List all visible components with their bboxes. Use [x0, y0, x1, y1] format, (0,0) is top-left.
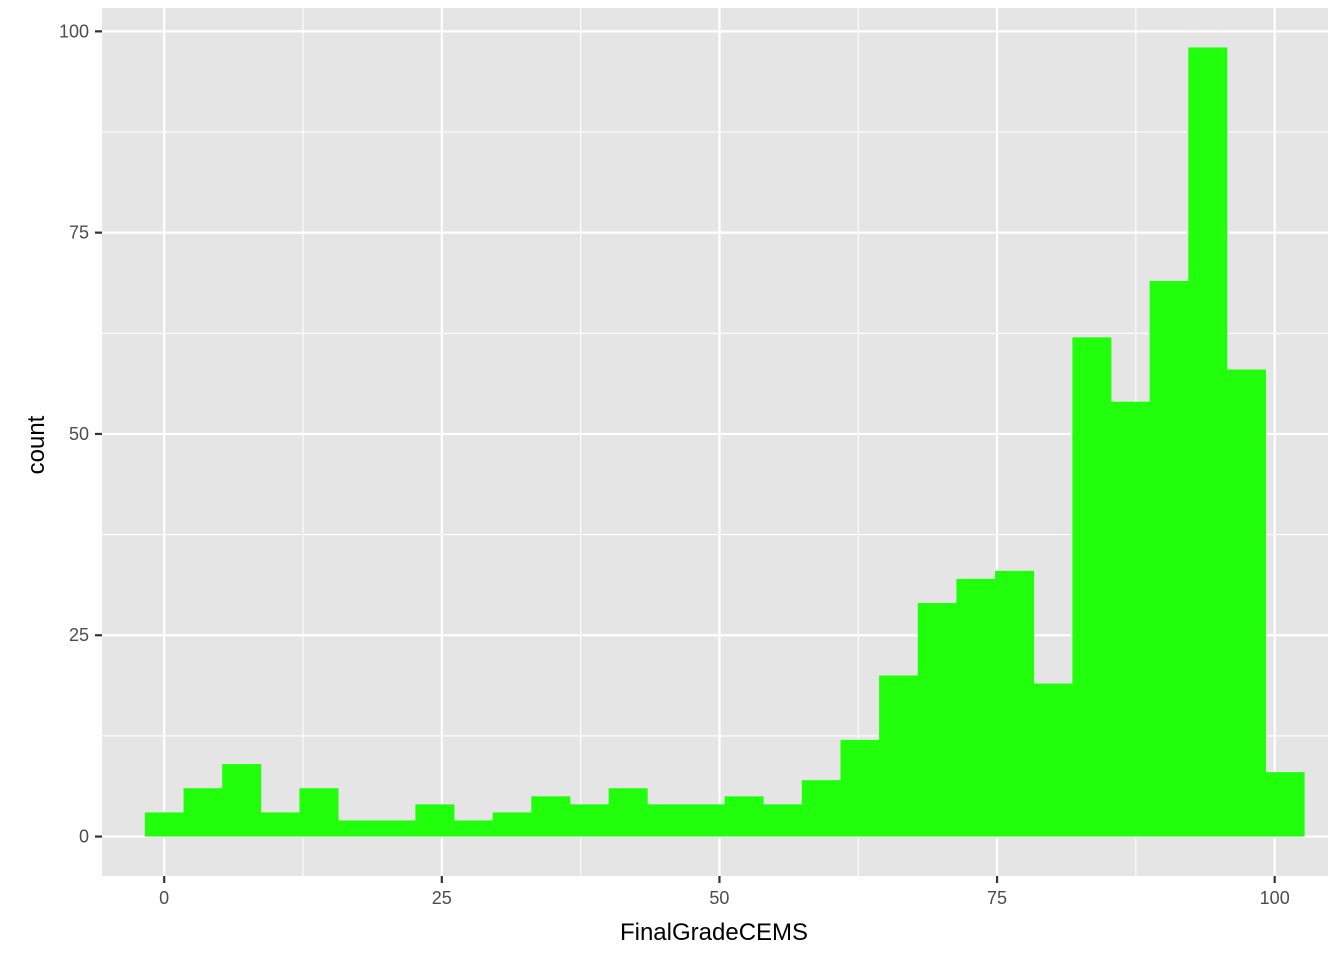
histogram-bar: [995, 570, 1035, 837]
x-tick-label: 25: [432, 888, 452, 908]
x-tick-label: 75: [987, 888, 1007, 908]
histogram-bar: [222, 764, 262, 837]
histogram-bar: [454, 820, 494, 837]
histogram-bar: [801, 780, 841, 837]
histogram-bar: [531, 796, 571, 837]
histogram-bar: [879, 675, 919, 837]
histogram-bar: [1265, 772, 1305, 837]
histogram-bar: [492, 812, 532, 837]
histogram-bar: [917, 603, 957, 837]
histogram-bar: [299, 788, 339, 837]
x-axis-title: FinalGradeCEMS: [620, 919, 808, 946]
x-tick-label: 100: [1260, 888, 1290, 908]
histogram-bar: [183, 788, 223, 837]
y-axis-title: count: [23, 415, 50, 474]
histogram-bar: [569, 804, 610, 837]
histogram-bar: [415, 804, 455, 837]
x-tick-label: 0: [159, 888, 169, 908]
histogram-bar: [338, 820, 378, 837]
histogram-bar: [1111, 401, 1151, 837]
histogram-bar: [1072, 337, 1112, 837]
histogram-bar: [1033, 683, 1073, 837]
histogram-bar: [144, 812, 184, 837]
y-tick-label: 25: [69, 625, 89, 645]
histogram-bar: [647, 804, 687, 837]
histogram-bar: [763, 804, 803, 837]
histogram-bar: [840, 739, 880, 837]
histogram-bar: [260, 812, 300, 837]
histogram-bar: [724, 796, 764, 837]
x-tick-label: 50: [709, 888, 729, 908]
y-tick-label: 100: [59, 21, 89, 41]
histogram-bar: [956, 578, 996, 837]
y-axis: 0 25 50 75 100: [59, 21, 102, 847]
y-tick-label: 75: [69, 223, 89, 243]
major-gridlines: [102, 8, 1328, 876]
y-tick-label: 0: [79, 827, 89, 847]
histogram-bar: [1188, 47, 1228, 837]
y-tick-label: 50: [69, 424, 89, 444]
histogram-bar: [608, 788, 648, 837]
histogram-bar: [1226, 369, 1266, 837]
histogram-bar: [376, 820, 416, 837]
x-axis: 0 25 50 75 100: [159, 876, 1290, 908]
histogram-bar: [685, 804, 725, 837]
histogram-bars: [144, 47, 1305, 837]
histogram-bar: [1149, 280, 1189, 837]
